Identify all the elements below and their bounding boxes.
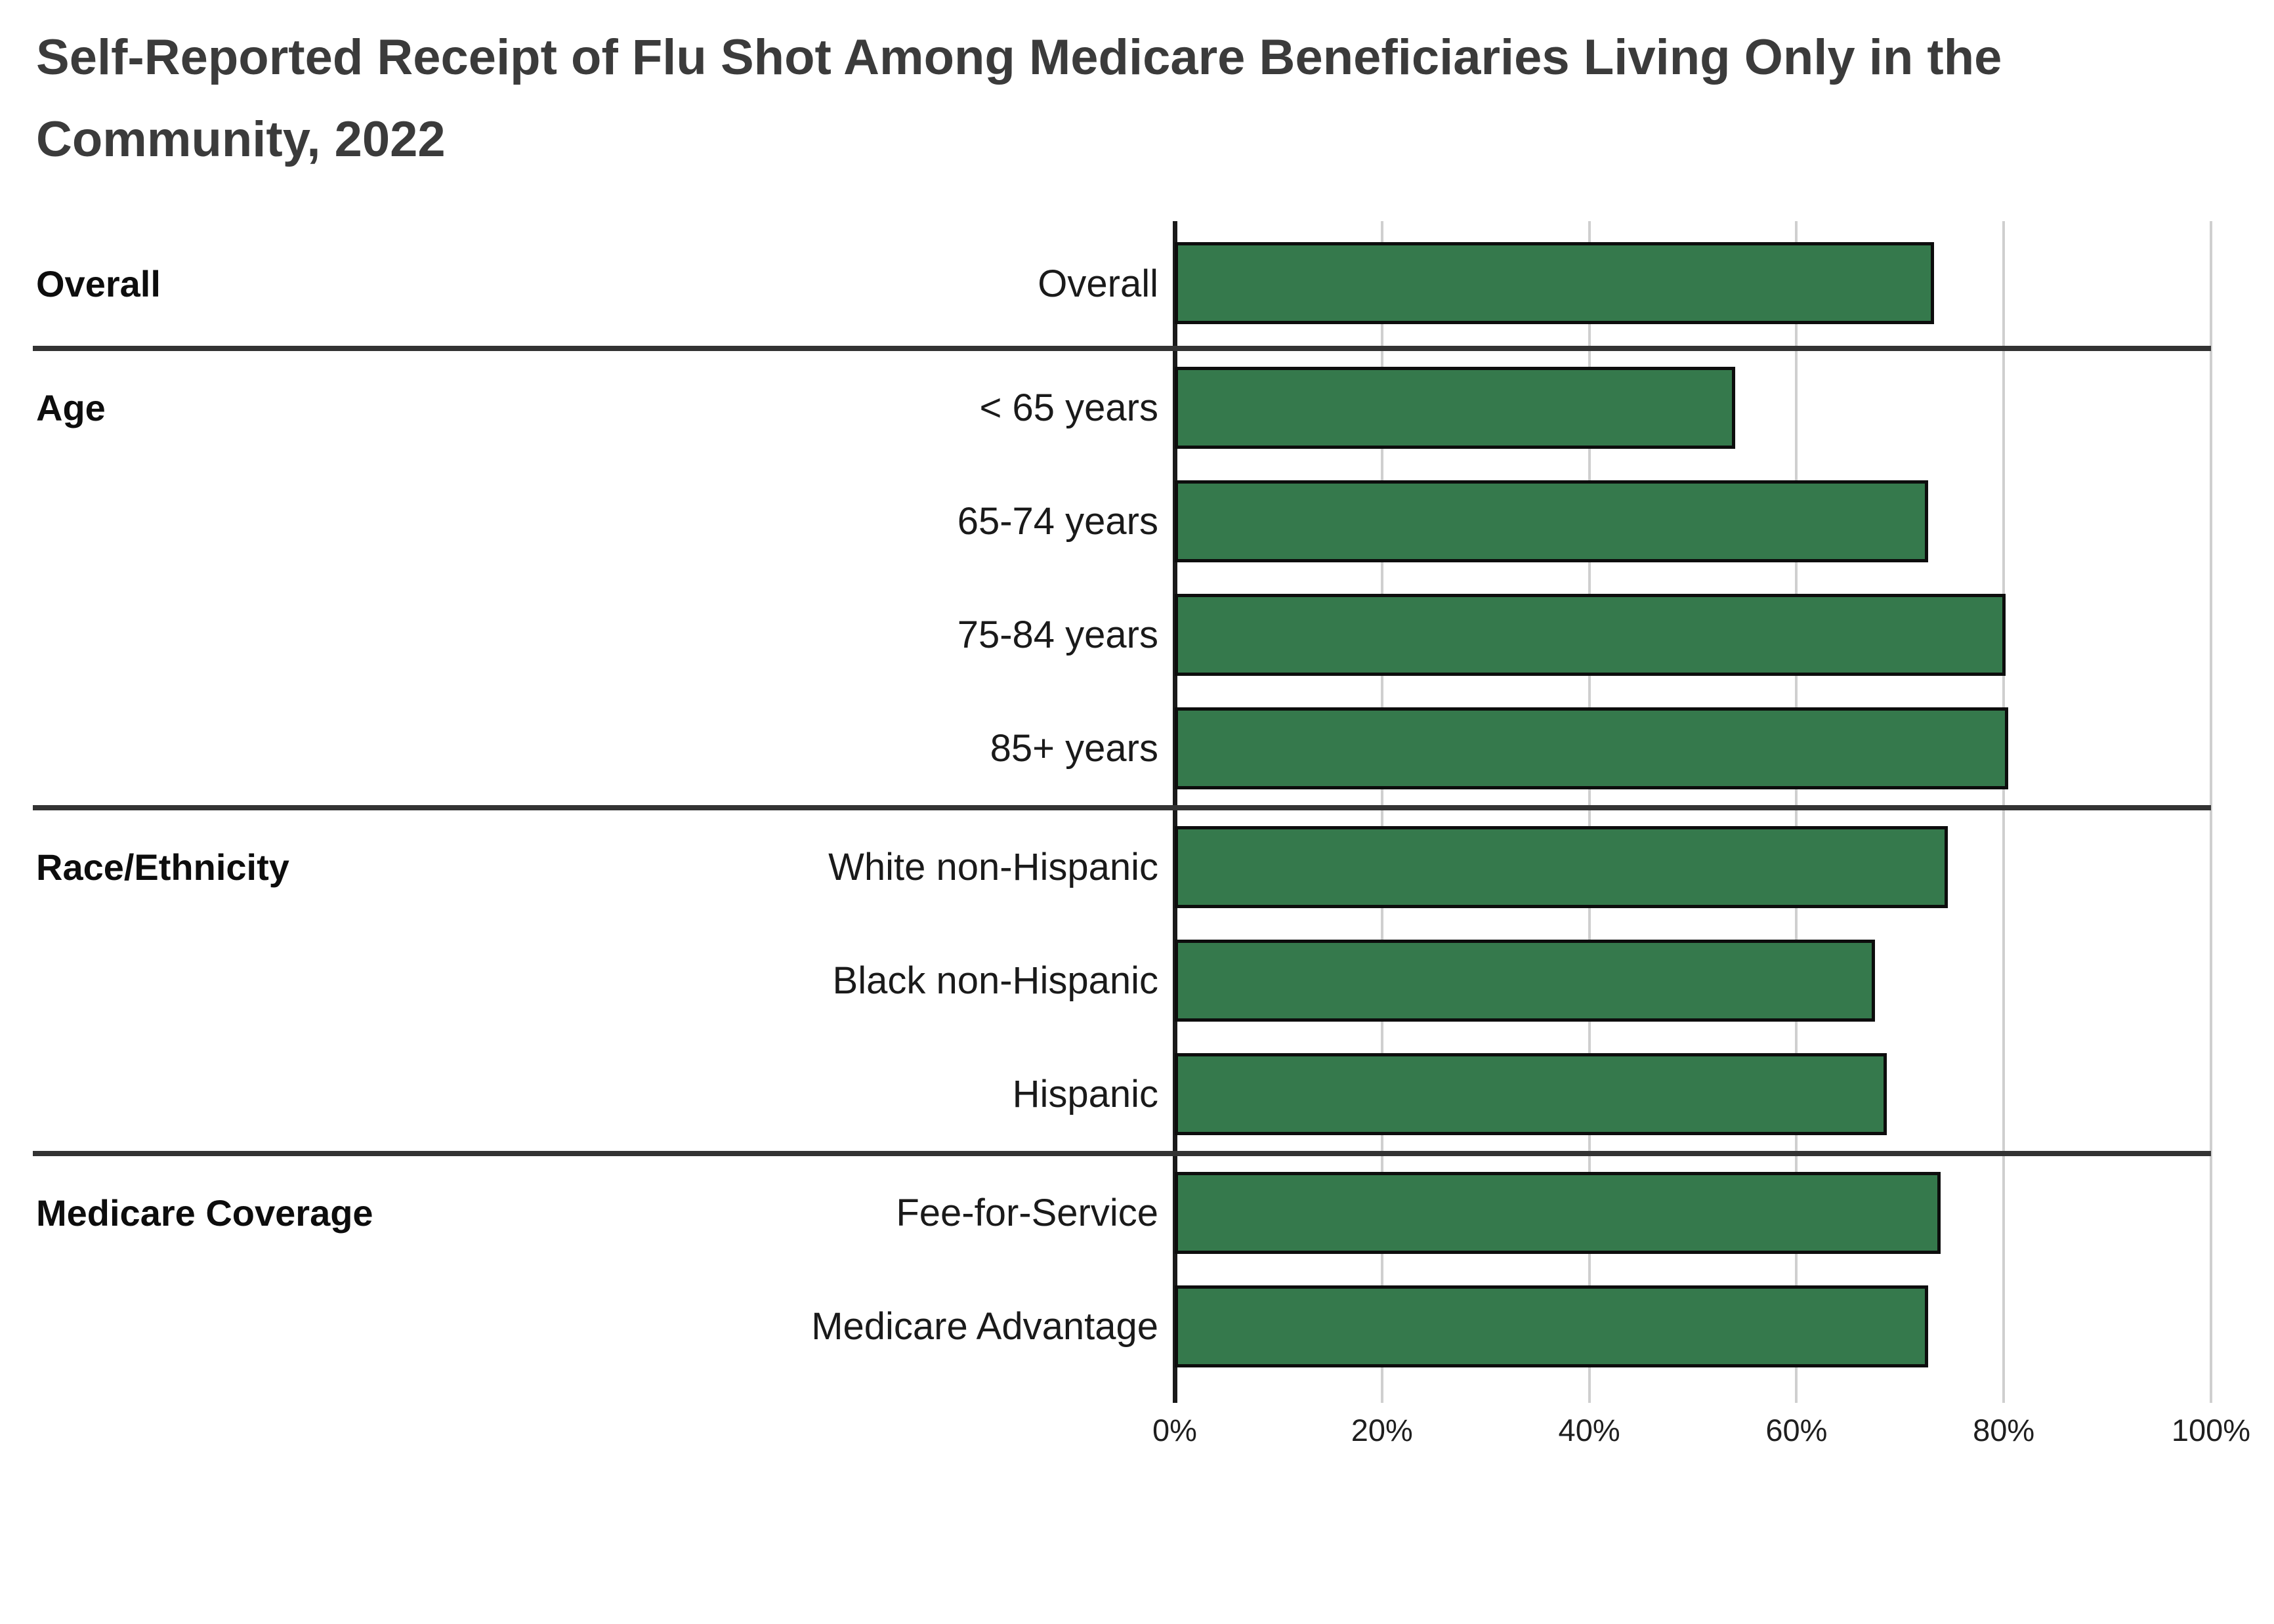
bar-track: [1175, 367, 2211, 449]
chart-title: Self-Reported Receipt of Flu Shot Among …: [36, 16, 2235, 180]
bar-track: [1175, 1285, 2211, 1367]
gridline-100: [2210, 221, 2212, 1403]
bar-row-overall: Overall Overall: [0, 221, 2274, 346]
flu-shot-bar-chart: Overall Overall Age < 65 years 65-74 years 75…: [0, 221, 2274, 1468]
bar-medicare-advantage[interactable]: [1175, 1285, 1928, 1367]
group-divider: [33, 346, 2211, 351]
group-section-overall: Overall Overall: [0, 221, 2274, 346]
bar-label-hispanic: Hispanic: [1012, 1073, 1158, 1115]
bar-track: [1175, 707, 2211, 789]
bar-track: [1175, 1172, 2211, 1254]
bar-label-85-years: 85+ years: [990, 727, 1158, 770]
bar-track: [1175, 480, 2211, 562]
plot-gridlines: [0, 221, 2274, 1403]
bar-label-fee-for-service: Fee-for-Service: [896, 1192, 1158, 1234]
bar-track: [1175, 594, 2211, 676]
bar-65-74-years[interactable]: [1175, 480, 1928, 562]
y-axis-line: [1173, 221, 1177, 1403]
group-section-medicare-coverage: Medicare Coverage Fee-for-Service Medicare…: [0, 1156, 2274, 1383]
group-section-age: Age < 65 years 65-74 years 75-84 years 85+ y…: [0, 351, 2274, 805]
x-tick-label-80: 80%: [1973, 1413, 2035, 1447]
group-label-medicare-coverage: Medicare Coverage: [36, 1192, 373, 1234]
chart-title-line1: Self-Reported Receipt of Flu Shot Among …: [36, 30, 2002, 85]
gridline-60: [1795, 221, 1798, 1403]
bar-row-black-non-hispanic: Black non-Hispanic: [0, 924, 2274, 1037]
bar-row-75-84-years: 75-84 years: [0, 578, 2274, 692]
x-tick-label-20: 20%: [1351, 1413, 1413, 1447]
bar-track: [1175, 826, 2211, 908]
bar-fee-for-service[interactable]: [1175, 1172, 1941, 1254]
bar-row-85-years: 85+ years: [0, 692, 2274, 805]
bar-label-overall: Overall: [1038, 262, 1158, 305]
bar-row-65-74-years: 65-74 years: [0, 465, 2274, 578]
bar-label-white-non-hispanic: White non-Hispanic: [828, 846, 1158, 888]
bar-overall[interactable]: [1175, 242, 1935, 324]
bar-sections: Overall Overall Age < 65 years 65-74 years 75…: [0, 221, 2274, 1383]
bar-track: [1175, 1053, 2211, 1135]
bar-row-medicare-advantage: Medicare Advantage: [0, 1270, 2274, 1383]
x-tick-label-40: 40%: [1558, 1413, 1620, 1447]
bar-label-medicare-advantage: Medicare Advantage: [811, 1305, 1158, 1348]
group-label-age: Age: [36, 387, 106, 428]
group-section-race-ethnicity: Race/Ethnicity White non-Hispanic Black no…: [0, 810, 2274, 1151]
bar-row-fee-for-service: Medicare Coverage Fee-for-Service: [0, 1156, 2274, 1270]
bar-black-non-hispanic[interactable]: [1175, 940, 1876, 1022]
bar-label-75-84-years: 75-84 years: [957, 614, 1158, 656]
bar-85-years[interactable]: [1175, 707, 2008, 789]
bar-label-65-years: < 65 years: [979, 386, 1158, 429]
bar-row-white-non-hispanic: Race/Ethnicity White non-Hispanic: [0, 810, 2274, 924]
x-tick-label-60: 60%: [1765, 1413, 1828, 1447]
bar-75-84-years[interactable]: [1175, 594, 2006, 676]
bar-row-hispanic: Hispanic: [0, 1037, 2274, 1151]
bar-label-black-non-hispanic: Black non-Hispanic: [832, 959, 1158, 1002]
gridline-40: [1588, 221, 1591, 1403]
x-tick-label-0: 0%: [1152, 1413, 1197, 1447]
group-divider: [33, 1151, 2211, 1156]
bar-65-years[interactable]: [1175, 367, 1736, 449]
bar-row-65-years: Age < 65 years: [0, 351, 2274, 465]
gridline-20: [1380, 221, 1383, 1403]
gridline-80: [2002, 221, 2006, 1403]
group-label-race-ethnicity: Race/Ethnicity: [36, 846, 289, 888]
x-tick-label-100: 100%: [2171, 1413, 2251, 1447]
bar-track: [1175, 242, 2211, 324]
bar-track: [1175, 940, 2211, 1022]
bar-hispanic[interactable]: [1175, 1053, 1887, 1135]
group-label-overall: Overall: [36, 262, 161, 304]
bar-label-65-74-years: 65-74 years: [957, 500, 1158, 543]
chart-title-line2: Community, 2022: [36, 112, 446, 167]
bar-white-non-hispanic[interactable]: [1175, 826, 1948, 908]
group-divider: [33, 805, 2211, 810]
